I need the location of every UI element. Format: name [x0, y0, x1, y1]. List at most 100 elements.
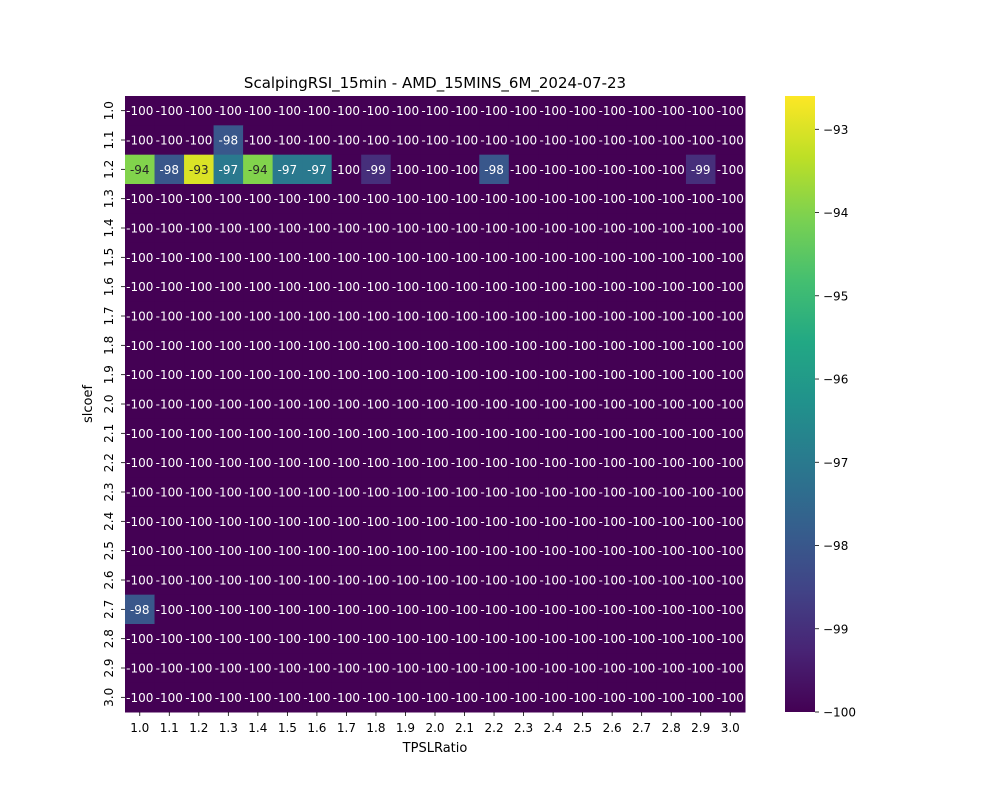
heatmap-cell [302, 682, 333, 713]
heatmap-cell-value: -100 [480, 486, 507, 500]
heatmap-cell-value: -100 [480, 280, 507, 294]
heatmap-cell [331, 213, 362, 244]
heatmap-cell [331, 125, 362, 156]
heatmap-cell [331, 594, 362, 625]
heatmap-cell-value: -100 [599, 310, 626, 324]
heatmap-cell [508, 272, 539, 302]
heatmap-cell-value: -100 [185, 310, 212, 324]
heatmap-cell [302, 330, 333, 361]
x-tick-label: 2.1 [455, 721, 474, 735]
heatmap-cell [626, 125, 657, 156]
heatmap-cell-value: -100 [392, 222, 419, 236]
heatmap-cell-value: -100 [510, 368, 537, 382]
heatmap-cell-value: -100 [569, 251, 596, 265]
heatmap-cell [390, 506, 421, 537]
heatmap-cell [390, 125, 421, 156]
heatmap-cell [125, 213, 156, 244]
heatmap-cell-value: -100 [451, 632, 478, 646]
heatmap-cell [538, 682, 569, 713]
heatmap-cell-value: -100 [421, 456, 448, 470]
chart-title: ScalpingRSI_15min - AMD_15MINS_6M_2024-0… [244, 74, 626, 93]
heatmap-cell-value: -100 [539, 544, 566, 558]
heatmap-cell [154, 360, 185, 390]
heatmap-cell [656, 682, 687, 713]
heatmap-cell-value: -100 [539, 574, 566, 588]
heatmap-cell [508, 154, 539, 185]
heatmap-cell [213, 242, 244, 273]
heatmap-cell [125, 154, 156, 185]
heatmap-cell-value: -100 [510, 486, 537, 500]
heatmap-cell [656, 96, 687, 126]
heatmap-cell [213, 330, 244, 361]
heatmap-cell [567, 477, 598, 508]
heatmap-cell [361, 594, 392, 625]
heatmap-cell-value: -100 [392, 310, 419, 324]
heatmap-cell-value: -100 [303, 368, 330, 382]
heatmap-cell-value: -100 [244, 456, 271, 470]
heatmap-cell [508, 360, 539, 390]
heatmap-cell-value: -100 [215, 280, 242, 294]
heatmap-cell-value: -100 [215, 251, 242, 265]
heatmap-cell-value: -100 [569, 632, 596, 646]
heatmap-cell-value: -100 [717, 222, 744, 236]
heatmap-cell-value: -100 [480, 192, 507, 206]
heatmap-cell-value: -100 [126, 662, 153, 676]
heatmap-cell-value: -100 [303, 486, 330, 500]
heatmap-cell-value: -100 [126, 192, 153, 206]
heatmap-cell-value: -100 [451, 427, 478, 441]
heatmap-cell-value: -100 [362, 398, 389, 412]
heatmap-cell-value: -100 [539, 310, 566, 324]
heatmap-cell-value: -100 [451, 544, 478, 558]
heatmap-cell-value: -100 [126, 456, 153, 470]
y-tick-label: 2.5 [102, 541, 116, 560]
heatmap-cell [272, 272, 303, 302]
heatmap-cell [302, 213, 333, 244]
heatmap-cell-value: -100 [539, 222, 566, 236]
heatmap-cell [272, 330, 303, 361]
heatmap-cell-value: -100 [569, 134, 596, 148]
heatmap-cell [685, 477, 716, 508]
heatmap-cell-value: -100 [480, 662, 507, 676]
heatmap-cell [154, 594, 185, 625]
heatmap-cell-value: -100 [451, 515, 478, 529]
heatmap-cell [243, 565, 274, 596]
heatmap-cell [420, 213, 451, 244]
heatmap-cell [656, 272, 687, 302]
heatmap-cell-value: -100 [274, 280, 301, 294]
colorbar-tick-label: −98 [823, 539, 848, 553]
heatmap-cell-value: -100 [303, 251, 330, 265]
heatmap-cell-value: -100 [156, 192, 183, 206]
heatmap-cell-value: -100 [185, 603, 212, 617]
heatmap-cell [302, 448, 333, 478]
heatmap-cell [508, 125, 539, 156]
heatmap-cell [597, 506, 628, 537]
heatmap-cell-value: -100 [362, 251, 389, 265]
heatmap-cell [449, 594, 480, 625]
x-tick-label: 2.2 [485, 721, 504, 735]
heatmap-cell [154, 477, 185, 508]
x-tick-label: 1.4 [248, 721, 267, 735]
heatmap-cell-value: -100 [156, 427, 183, 441]
heatmap-cell-value: -100 [510, 280, 537, 294]
heatmap-cell [125, 653, 156, 684]
heatmap-cell-value: -100 [510, 339, 537, 353]
heatmap-cell-value: -100 [303, 632, 330, 646]
heatmap-cell-value: -100 [421, 632, 448, 646]
heatmap-cell-value: -100 [215, 310, 242, 324]
heatmap-cell [154, 624, 185, 654]
heatmap-cell-value: -100 [628, 486, 655, 500]
heatmap-cell-value: -100 [480, 251, 507, 265]
heatmap-cell-value: -100 [569, 368, 596, 382]
heatmap-cell [272, 154, 303, 185]
heatmap-cell [361, 418, 392, 449]
heatmap-cell-value: -100 [362, 280, 389, 294]
heatmap-cell-value: -100 [392, 134, 419, 148]
heatmap-cell-value: -100 [480, 603, 507, 617]
heatmap-cell [243, 594, 274, 625]
heatmap-cell [125, 506, 156, 537]
heatmap-cell-value: -100 [687, 310, 714, 324]
y-tick-label: 1.0 [102, 101, 116, 120]
heatmap-cell [567, 242, 598, 273]
heatmap-cell [626, 330, 657, 361]
heatmap-cell-value: -100 [215, 427, 242, 441]
